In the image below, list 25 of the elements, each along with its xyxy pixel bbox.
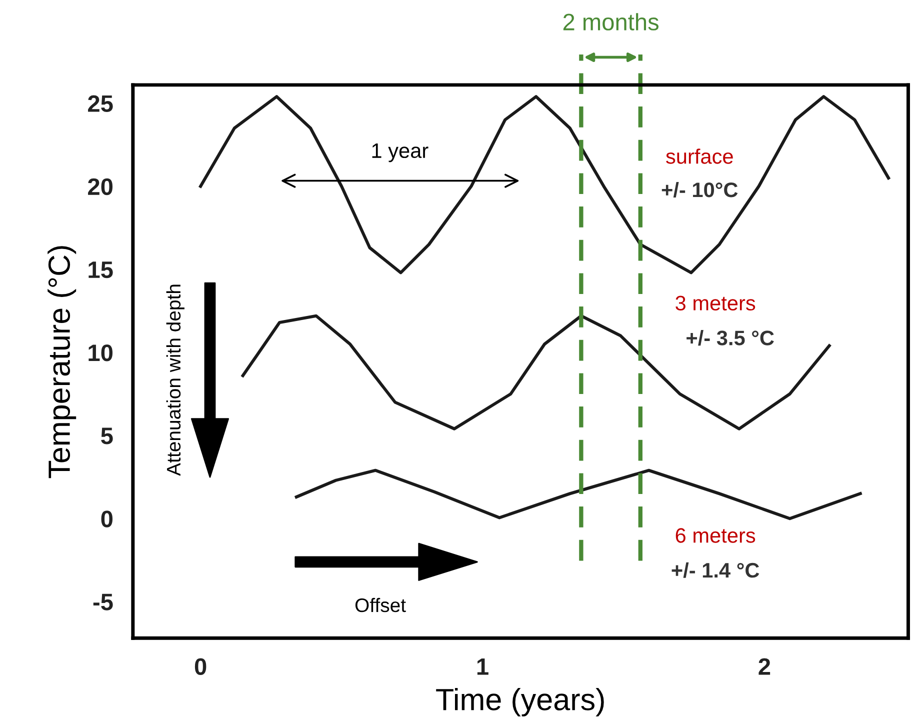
annotation: 6 meters <box>676 528 756 543</box>
annotation: +/- 3.5 °C <box>686 330 774 346</box>
x-axis-title: Time (years) <box>436 688 604 716</box>
y-tick-label: 20 <box>88 178 112 196</box>
line-series <box>294 468 862 520</box>
y-tick-label: 15 <box>88 262 113 278</box>
x-tick-label: 0 <box>194 658 206 675</box>
y-tick-label: 0 <box>101 510 112 528</box>
annotation: +/- 10°C <box>662 182 738 198</box>
x-tick-label: 1 <box>477 658 488 675</box>
line-series <box>199 95 890 274</box>
annotation: surface <box>666 148 733 164</box>
y-tick-label: -5 <box>93 594 113 610</box>
y-axis-title: Temperature (°C) <box>48 246 76 478</box>
x-tick-label: 2 <box>758 658 770 675</box>
annotation: Offset <box>355 598 406 612</box>
y-tick-label: 25 <box>88 95 113 112</box>
y-tick-label: 5 <box>101 428 113 444</box>
y-tick-label: 10 <box>88 344 112 362</box>
annotation: Attenuation with depth <box>166 284 184 476</box>
annotation: +/- 1.4 °C <box>672 562 760 578</box>
text: 2 months <box>563 13 658 30</box>
annotation: 3 meters <box>676 296 756 311</box>
annotation: 1 year <box>372 144 428 162</box>
line-series <box>241 314 831 430</box>
